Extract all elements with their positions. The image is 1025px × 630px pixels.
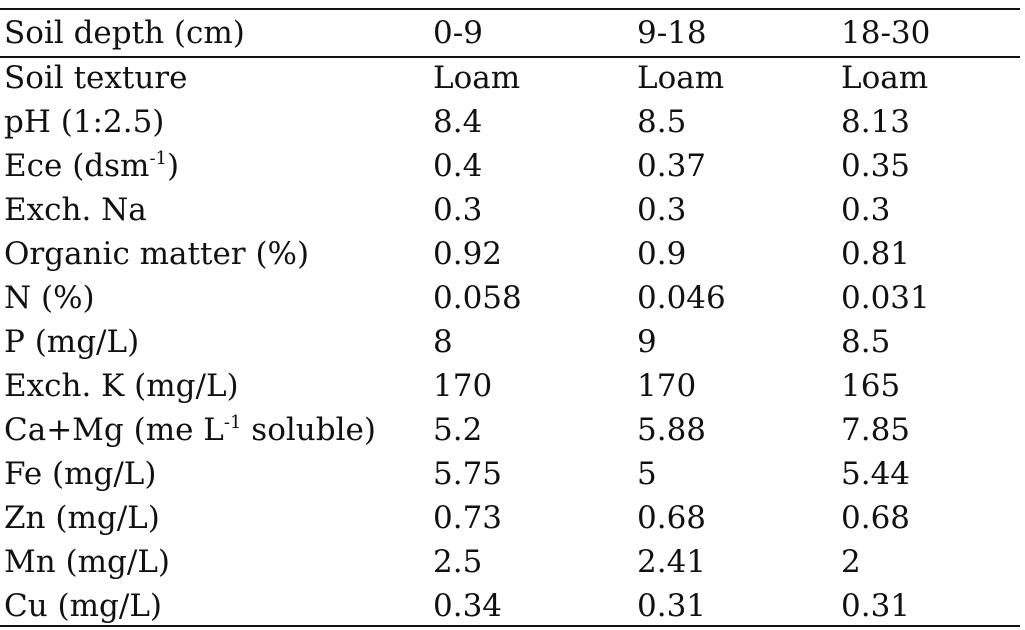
cell-value: 8 (433, 324, 453, 360)
header-soil-depth: Soil depth (cm) (4, 15, 245, 51)
table-row: Ece (dsm-1) 0.4 0.37 0.35 (0, 144, 1020, 188)
cell-value: 0.058 (433, 280, 522, 316)
row-label: Exch. K (mg/L) (4, 368, 239, 404)
cell-value: 8.5 (637, 104, 687, 140)
superscript: -1 (149, 148, 167, 169)
cell-value: 8.13 (841, 104, 911, 140)
table-top-rule (0, 8, 1020, 10)
row-label: Ece (dsm-1) (4, 144, 179, 188)
table-row: Cu (mg/L) 0.34 0.31 0.31 (0, 584, 1020, 628)
cell-value: 5.88 (637, 412, 707, 448)
cell-value: 9 (637, 324, 657, 360)
row-label-text: Ece (dsm (4, 148, 150, 184)
cell-value: 0.9 (637, 236, 687, 272)
superscript: -1 (223, 412, 242, 433)
row-label: Organic matter (%) (4, 236, 310, 272)
row-label-text: Ca+Mg (me L (4, 412, 224, 448)
cell-value: Loam (841, 60, 929, 96)
cell-value: 0.68 (637, 500, 707, 536)
row-label: Zn (mg/L) (4, 500, 160, 536)
table-row: Exch. K (mg/L) 170 170 165 (0, 364, 1020, 408)
cell-value: 170 (433, 368, 493, 404)
table-row: Fe (mg/L) 5.75 5 5.44 (0, 452, 1020, 496)
cell-value: 5 (637, 456, 657, 492)
cell-value: 5.2 (433, 412, 483, 448)
row-label: N (%) (4, 280, 95, 316)
header-depth-9-18: 9-18 (637, 15, 707, 51)
table-header-rule (0, 56, 1020, 58)
cell-value: 8.4 (433, 104, 483, 140)
cell-value: 0.046 (637, 280, 726, 316)
cell-value: 0.35 (841, 148, 911, 184)
table-row: Organic matter (%) 0.92 0.9 0.81 (0, 232, 1020, 276)
cell-value: 5.75 (433, 456, 503, 492)
table-row: Exch. Na 0.3 0.3 0.3 (0, 188, 1020, 232)
cell-value: 0.92 (433, 236, 503, 272)
header-depth-0-9: 0-9 (433, 15, 483, 51)
cell-value: 0.31 (637, 588, 707, 624)
cell-value: 7.85 (841, 412, 911, 448)
cell-value: 5.44 (841, 456, 911, 492)
table-row: Ca+Mg (me L-1 soluble) 5.2 5.88 7.85 (0, 408, 1020, 452)
cell-value: 165 (841, 368, 901, 404)
row-label: pH (1:2.5) (4, 104, 165, 140)
row-label-text: soluble) (241, 412, 376, 448)
cell-value: 0.3 (841, 192, 891, 228)
table-row: Zn (mg/L) 0.73 0.68 0.68 (0, 496, 1020, 540)
row-label: Ca+Mg (me L-1 soluble) (4, 408, 376, 452)
cell-value: 0.73 (433, 500, 503, 536)
table-header-row: Soil depth (cm) 0-9 9-18 18-30 (0, 11, 1020, 55)
row-label: P (mg/L) (4, 324, 140, 360)
cell-value: 0.68 (841, 500, 911, 536)
cell-value: Loam (433, 60, 521, 96)
row-label: Mn (mg/L) (4, 544, 171, 580)
table-row: Mn (mg/L) 2.5 2.41 2 (0, 540, 1020, 584)
table-row: P (mg/L) 8 9 8.5 (0, 320, 1020, 364)
cell-value: 0.31 (841, 588, 911, 624)
cell-value: 2 (841, 544, 861, 580)
row-label-text: ) (166, 148, 180, 184)
cell-value: 0.81 (841, 236, 911, 272)
cell-value: 170 (637, 368, 697, 404)
cell-value: 2.5 (433, 544, 483, 580)
row-label: Exch. Na (4, 192, 147, 228)
cell-value: Loam (637, 60, 725, 96)
cell-value: 0.34 (433, 588, 503, 624)
row-label: Fe (mg/L) (4, 456, 157, 492)
table-row: N (%) 0.058 0.046 0.031 (0, 276, 1020, 320)
cell-value: 0.3 (637, 192, 687, 228)
table-row: Soil texture Loam Loam Loam (0, 56, 1020, 100)
cell-value: 0.4 (433, 148, 483, 184)
cell-value: 0.3 (433, 192, 483, 228)
table-row: pH (1:2.5) 8.4 8.5 8.13 (0, 100, 1020, 144)
cell-value: 0.37 (637, 148, 707, 184)
header-depth-18-30: 18-30 (841, 15, 931, 51)
cell-value: 2.41 (637, 544, 707, 580)
table-bottom-rule (0, 625, 1020, 627)
row-label: Cu (mg/L) (4, 588, 162, 624)
cell-value: 0.031 (841, 280, 930, 316)
cell-value: 8.5 (841, 324, 891, 360)
row-label: Soil texture (4, 60, 188, 96)
